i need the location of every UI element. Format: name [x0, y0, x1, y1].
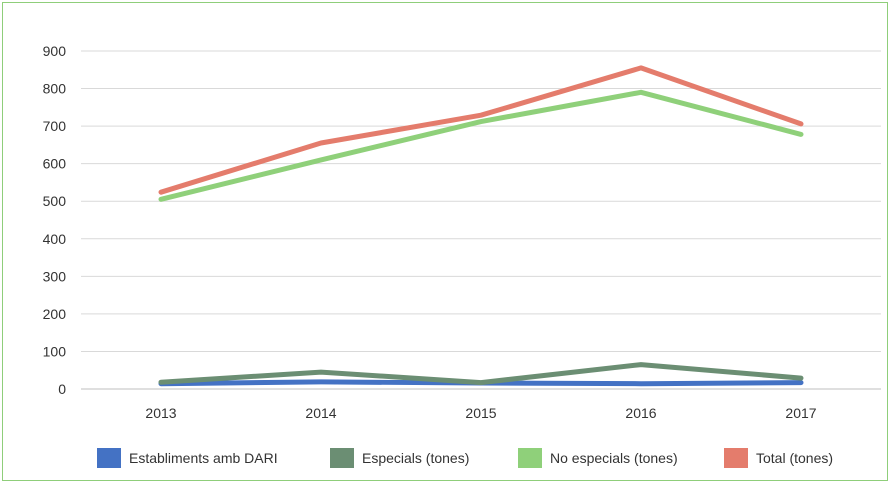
series-line-total-tones [158, 65, 804, 195]
y-tick-label: 900 [43, 43, 67, 59]
y-tick-label: 700 [43, 118, 67, 134]
legend-swatch [330, 448, 354, 468]
legend-swatch [724, 448, 748, 468]
x-tick-label: 2013 [145, 405, 176, 421]
legend-swatch [97, 448, 121, 468]
legend-label: Total (tones) [756, 450, 833, 466]
series-line-especials-tones [158, 362, 804, 386]
series-line-no-especials-tones [158, 89, 804, 202]
y-tick-label: 0 [58, 381, 66, 397]
y-tick-label: 600 [43, 156, 67, 172]
line-chart: 0 100 200 300 400 500 600 700 800 900 2013 2014 201… [43, 43, 881, 468]
y-tick-label: 200 [43, 306, 67, 322]
chart-frame: 0 100 200 300 400 500 600 700 800 900 2013 2014 201… [2, 2, 888, 481]
y-tick-label: 400 [43, 231, 67, 247]
x-tick-label: 2014 [305, 405, 336, 421]
y-tick-label: 100 [43, 343, 67, 359]
y-tick-label: 500 [43, 193, 67, 209]
legend-label: Especials (tones) [362, 450, 469, 466]
legend-label: Establiments amb DARI [129, 450, 278, 466]
x-tick-label: 2015 [465, 405, 496, 421]
legend-swatch [518, 448, 542, 468]
x-tick-label: 2017 [785, 405, 816, 421]
y-tick-label: 800 [43, 81, 67, 97]
x-tick-label: 2016 [625, 405, 656, 421]
legend-label: No especials (tones) [550, 450, 678, 466]
y-tick-label: 300 [43, 268, 67, 284]
